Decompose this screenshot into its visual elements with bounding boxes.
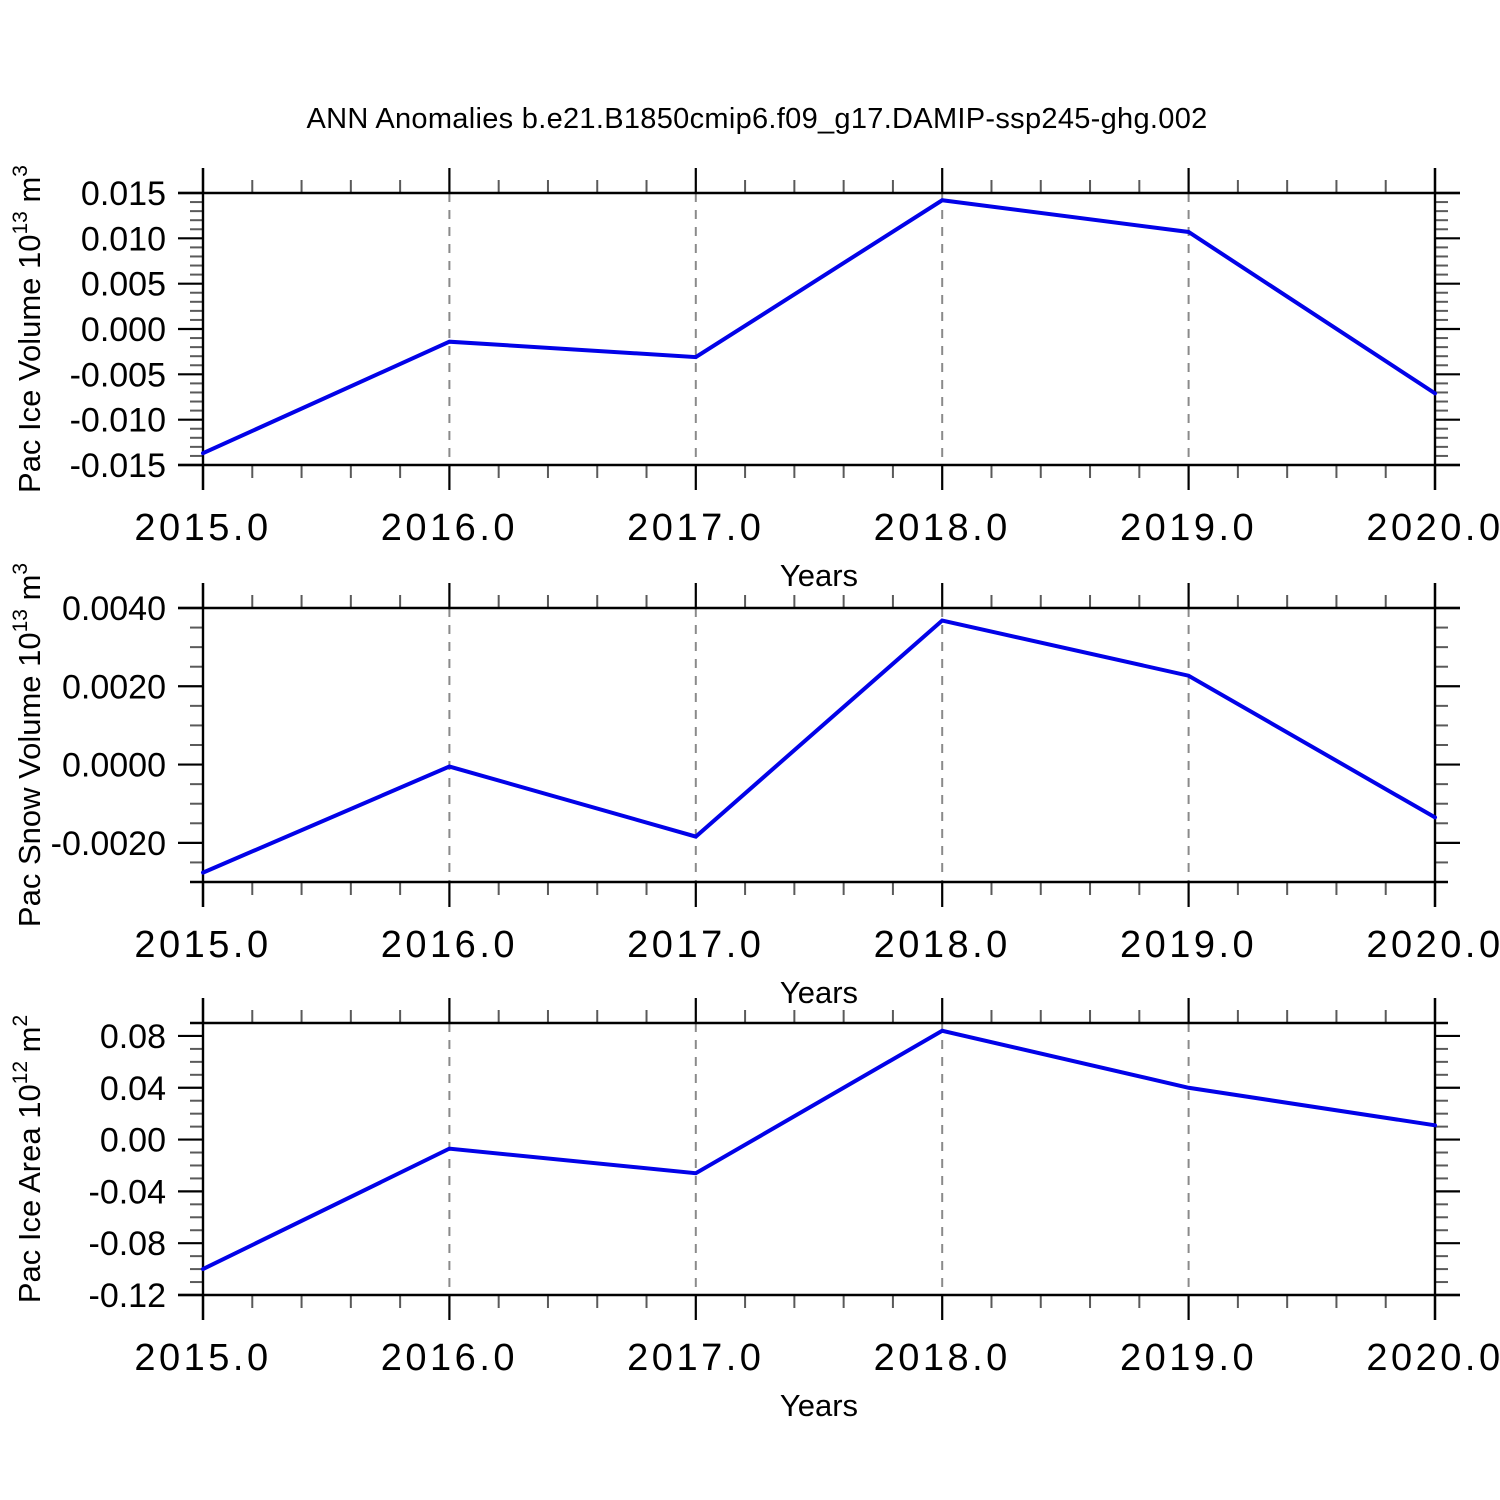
x-tick-label: 2020.0	[1366, 1337, 1500, 1379]
panel-2-y-tick-labels: 0.0040 0.0020 0.0000 -0.0020	[51, 590, 166, 863]
x-tick-label: 2018.0	[874, 1337, 1011, 1379]
y-tick-label: 0.0020	[62, 668, 166, 706]
panel-3-series-line	[201, 1028, 1437, 1272]
y-tick-label: -0.010	[70, 402, 166, 440]
panel-2-x-tick-labels: 2015.0 2016.0 2017.0 2018.0 2019.0 2020.0	[134, 924, 1500, 966]
panel-1-x-tick-labels: 2015.0 2016.0 2017.0 2018.0 2019.0 2020.0	[134, 507, 1500, 549]
panel-1-y-tick-labels: 0.015 0.010 0.005 0.000 -0.005 -0.010 -0.015	[70, 175, 166, 485]
panel-3-xlabel: Years	[780, 1388, 858, 1423]
panel-3-gridlines	[448, 1023, 1190, 1295]
x-tick-label: 2016.0	[381, 507, 518, 549]
panel-1-gridlines	[448, 193, 1190, 465]
y-tick-label: 0.0040	[62, 590, 166, 628]
y-tick-label: -0.04	[89, 1173, 167, 1211]
panel-2-frame	[178, 583, 1460, 907]
panel-3-minor-ticks	[190, 1010, 1448, 1308]
panel-3-y-tick-labels: 0.08 0.04 0.00 -0.04 -0.08 -0.12	[89, 1018, 167, 1315]
x-tick-label: 2015.0	[134, 1337, 271, 1379]
panel-2-series-line	[201, 618, 1437, 875]
panel-1-series-line	[201, 198, 1437, 456]
y-tick-label: 0.08	[100, 1018, 166, 1056]
x-tick-label: 2020.0	[1366, 924, 1500, 966]
y-tick-label: -0.0020	[51, 825, 166, 863]
panel-1-frame	[178, 168, 1460, 490]
y-tick-label: 0.00	[100, 1122, 166, 1160]
panel-3-ylabel: Pac Ice Area 1012 m2	[9, 1015, 47, 1303]
panel-2-major-ticks	[178, 583, 1460, 907]
y-tick-label: 0.0000	[62, 747, 166, 785]
x-tick-label: 2015.0	[134, 924, 271, 966]
x-tick-label: 2020.0	[1366, 507, 1500, 549]
y-tick-label: 0.010	[81, 220, 166, 258]
panel-3-major-ticks	[178, 998, 1460, 1320]
panel-1-xlabel: Years	[780, 558, 858, 593]
x-tick-label: 2017.0	[627, 507, 764, 549]
panel-3-frame	[178, 998, 1460, 1320]
panel-1-major-ticks	[178, 168, 1460, 490]
x-tick-label: 2018.0	[874, 924, 1011, 966]
x-tick-label: 2017.0	[627, 924, 764, 966]
panel-1-minor-ticks	[190, 180, 1448, 478]
x-tick-label: 2019.0	[1120, 1337, 1257, 1379]
y-tick-label: 0.000	[81, 311, 166, 349]
x-tick-label: 2016.0	[381, 924, 518, 966]
x-tick-label: 2016.0	[381, 1337, 518, 1379]
y-tick-label: -0.08	[89, 1225, 167, 1263]
panel-2-minor-ticks	[190, 595, 1448, 895]
x-tick-label: 2018.0	[874, 507, 1011, 549]
panel-1: 0.015 0.010 0.005 0.000 -0.005 -0.010 -0.015 20…	[9, 165, 1500, 593]
panel-2-xlabel: Years	[780, 975, 858, 1010]
panel-2-ylabel: Pac Snow Volume 1013 m3	[9, 563, 47, 927]
y-tick-label: 0.015	[81, 175, 166, 213]
x-tick-label: 2017.0	[627, 1337, 764, 1379]
panel-1-ylabel: Pac Ice Volume 1013 m3	[9, 165, 47, 493]
x-tick-label: 2019.0	[1120, 924, 1257, 966]
y-tick-label: 0.04	[100, 1070, 166, 1108]
y-tick-label: -0.015	[70, 447, 166, 485]
x-tick-label: 2019.0	[1120, 507, 1257, 549]
x-tick-label: 2015.0	[134, 507, 271, 549]
y-tick-label: -0.12	[89, 1277, 167, 1315]
panel-3-x-tick-labels: 2015.0 2016.0 2017.0 2018.0 2019.0 2020.0	[134, 1337, 1500, 1379]
y-tick-label: 0.005	[81, 266, 166, 304]
y-tick-label: -0.005	[70, 356, 166, 394]
chart-title: ANN Anomalies b.e21.B1850cmip6.f09_g17.D…	[306, 103, 1208, 135]
